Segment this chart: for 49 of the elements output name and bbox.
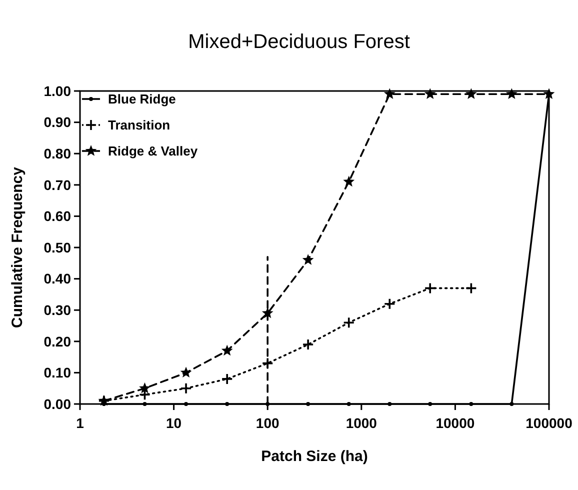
point	[424, 282, 436, 294]
point	[180, 366, 192, 378]
legend-label: Transition	[108, 118, 170, 133]
x-axis-title: Patch Size (ha)	[261, 448, 368, 465]
x-tick-label: 100000	[526, 415, 573, 431]
point	[142, 402, 147, 406]
y-tick-label: 0.50	[44, 239, 72, 256]
point	[510, 402, 514, 406]
y-tick-label: 0.10	[44, 364, 72, 381]
point	[302, 254, 314, 265]
y-tick-label: 0.70	[44, 176, 72, 193]
point	[343, 176, 355, 187]
y-tick-label: 0.00	[44, 396, 72, 412]
y-axis-title: Cumulative Frequency	[9, 166, 26, 328]
point	[384, 298, 396, 310]
point	[225, 402, 230, 406]
y-tick-label: 0.20	[44, 333, 72, 350]
y-tick-label: 0.30	[44, 302, 72, 318]
point	[221, 373, 233, 385]
point	[465, 282, 478, 294]
point	[342, 316, 355, 329]
point	[384, 88, 396, 99]
point	[302, 338, 314, 350]
y-tick-label: 0.90	[44, 114, 72, 130]
y-tick-label: 0.40	[44, 270, 72, 287]
y-tick-label: 0.60	[44, 208, 72, 224]
x-tick-label: 1	[76, 415, 84, 431]
point	[139, 382, 150, 394]
point	[184, 402, 188, 406]
y-tick-label: 1.00	[44, 82, 72, 99]
point	[221, 344, 233, 356]
x-tick-label: 10	[166, 415, 182, 431]
point	[469, 402, 474, 406]
point	[506, 88, 518, 99]
chart-title: Mixed+Deciduous Forest	[188, 31, 410, 53]
point	[428, 402, 432, 406]
point	[388, 402, 392, 406]
point	[262, 357, 274, 370]
point	[424, 88, 436, 99]
point	[306, 402, 310, 406]
legend-label: Blue Ridge	[108, 92, 176, 107]
point	[180, 382, 192, 394]
legend-label: Ridge & Valley	[108, 144, 198, 159]
y-tick-label: 0.80	[44, 146, 72, 162]
x-tick-label: 100	[256, 415, 280, 431]
point	[346, 402, 351, 406]
point	[465, 88, 477, 99]
x-tick-label: 1000	[346, 415, 378, 431]
x-tick-label: 10000	[436, 415, 475, 431]
